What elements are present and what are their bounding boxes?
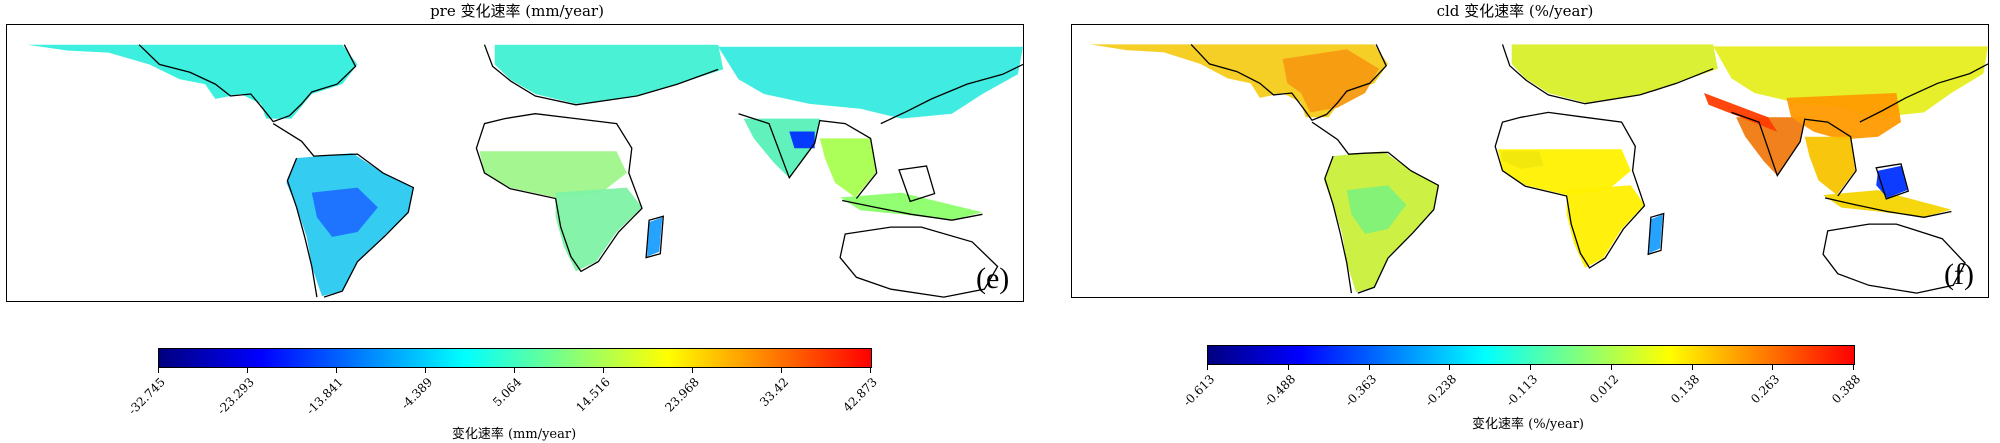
- colorbar-tick-label: 0.012: [1586, 372, 1622, 407]
- colorbar-tick: [247, 367, 248, 373]
- colorbar-tick-label: -23.293: [214, 375, 257, 418]
- colorbar-tick: [870, 367, 871, 373]
- field-central-africa: [479, 151, 627, 198]
- field-india: [1736, 117, 1805, 176]
- panel-letter: (e): [976, 262, 1010, 295]
- field-south-america-core: [311, 187, 378, 237]
- colorbar-tick-label: -32.745: [125, 375, 168, 418]
- field-east-us: [1282, 49, 1379, 113]
- field-south-america-core: [1346, 185, 1407, 234]
- coastline: [645, 215, 665, 259]
- colorbar-tick-label: 33.42: [757, 375, 792, 410]
- colorbar-tick: [692, 367, 693, 373]
- colorbar-tick: [425, 367, 426, 373]
- colorbar-tick: [1449, 364, 1451, 370]
- coastline: [880, 63, 1023, 125]
- colorbar-tick: [1287, 364, 1289, 370]
- colorbar-label: 变化速率 (%/year): [1471, 417, 1585, 432]
- colorbar-tick-label: 42.873: [840, 375, 880, 415]
- field-europe: [494, 44, 724, 104]
- colorbar-tick-label: -0.363: [1341, 372, 1379, 410]
- coastline: [138, 44, 357, 123]
- coastline: [842, 199, 983, 221]
- coastline: [1647, 212, 1665, 256]
- colorbar-tick-label: -0.113: [1503, 372, 1541, 410]
- coastline: [1190, 43, 1387, 121]
- coastline: [483, 44, 719, 106]
- field-southern-africa: [1566, 185, 1645, 268]
- colorbar-tick-label: 0.263: [1748, 372, 1783, 407]
- colorbar-tick-label: -0.488: [1261, 372, 1299, 410]
- colorbar-tick-label: 14.516: [573, 375, 613, 415]
- colorbar-tick: [158, 367, 159, 373]
- field-central-africa: [1497, 149, 1631, 195]
- world-map: [27, 44, 1023, 298]
- panel-title: pre 变化速率 (mm/year): [430, 2, 604, 20]
- colorbar-tick: [1530, 364, 1531, 370]
- field-madagascar: [647, 217, 663, 257]
- field-bangladesh: [789, 131, 815, 149]
- world-map: [1090, 43, 1988, 294]
- coastline: [1731, 111, 1857, 197]
- field-china: [1786, 93, 1901, 140]
- colorbar-tick-label: 5.064: [490, 375, 525, 410]
- map-frame: [1071, 24, 1989, 298]
- coastline: [286, 157, 318, 298]
- field-southeast-asia: [819, 138, 876, 198]
- map-frame: [6, 24, 1024, 302]
- field-southeast-asia: [1804, 136, 1856, 195]
- colorbar-tick-label: 23.968: [662, 375, 702, 415]
- field-north-america: [27, 44, 358, 119]
- colorbar-tick-label: -13.841: [303, 375, 346, 418]
- coastline: [1311, 121, 1440, 294]
- colorbar-tick-label: 0.138: [1667, 372, 1702, 407]
- coastline: [898, 165, 936, 203]
- panel-letter: (f): [1944, 258, 1974, 291]
- colorbar-tick: [603, 367, 604, 373]
- colorbar: [1207, 345, 1855, 365]
- coastline: [1875, 163, 1910, 200]
- coastline: [1824, 197, 1952, 218]
- colorbar-tick: [1853, 364, 1854, 370]
- colorbar-tick: [1368, 364, 1370, 370]
- field-europe: [1511, 44, 1718, 103]
- colorbar-tick: [1691, 364, 1693, 370]
- colorbar-tick: [1610, 364, 1612, 370]
- colorbar-tick-label: -4.389: [398, 375, 436, 413]
- field-indonesia: [1823, 190, 1952, 218]
- field-southern-africa: [555, 187, 642, 272]
- panel-title: cld 变化速率 (%/year): [1436, 2, 1594, 20]
- coastline: [738, 113, 878, 199]
- colorbar-tick: [336, 367, 337, 373]
- colorbar-tick-label: 0.388: [1829, 372, 1864, 407]
- coastline: [1494, 111, 1646, 269]
- colorbar-tick-label: -0.613: [1180, 372, 1218, 410]
- colorbar-tick: [1772, 364, 1774, 370]
- field-madagascar: [1649, 214, 1663, 254]
- colorbar-tick-label: -0.238: [1422, 372, 1460, 410]
- colorbar-tick: [514, 367, 515, 373]
- colorbar: [158, 348, 872, 368]
- coastline: [272, 123, 415, 298]
- coastline: [1324, 155, 1353, 294]
- colorbar-tick: [1207, 364, 1208, 370]
- colorbar-tick: [781, 367, 782, 373]
- field-indonesia: [840, 192, 983, 221]
- coastline: [475, 113, 643, 273]
- coastline: [1822, 223, 1966, 294]
- coastline: [1859, 63, 1988, 123]
- field-asia: [1713, 46, 1988, 118]
- coastline: [839, 226, 999, 298]
- colorbar-label: 变化速率 (mm/year): [451, 427, 577, 442]
- coastline: [1501, 44, 1714, 105]
- field-asia: [718, 46, 1023, 119]
